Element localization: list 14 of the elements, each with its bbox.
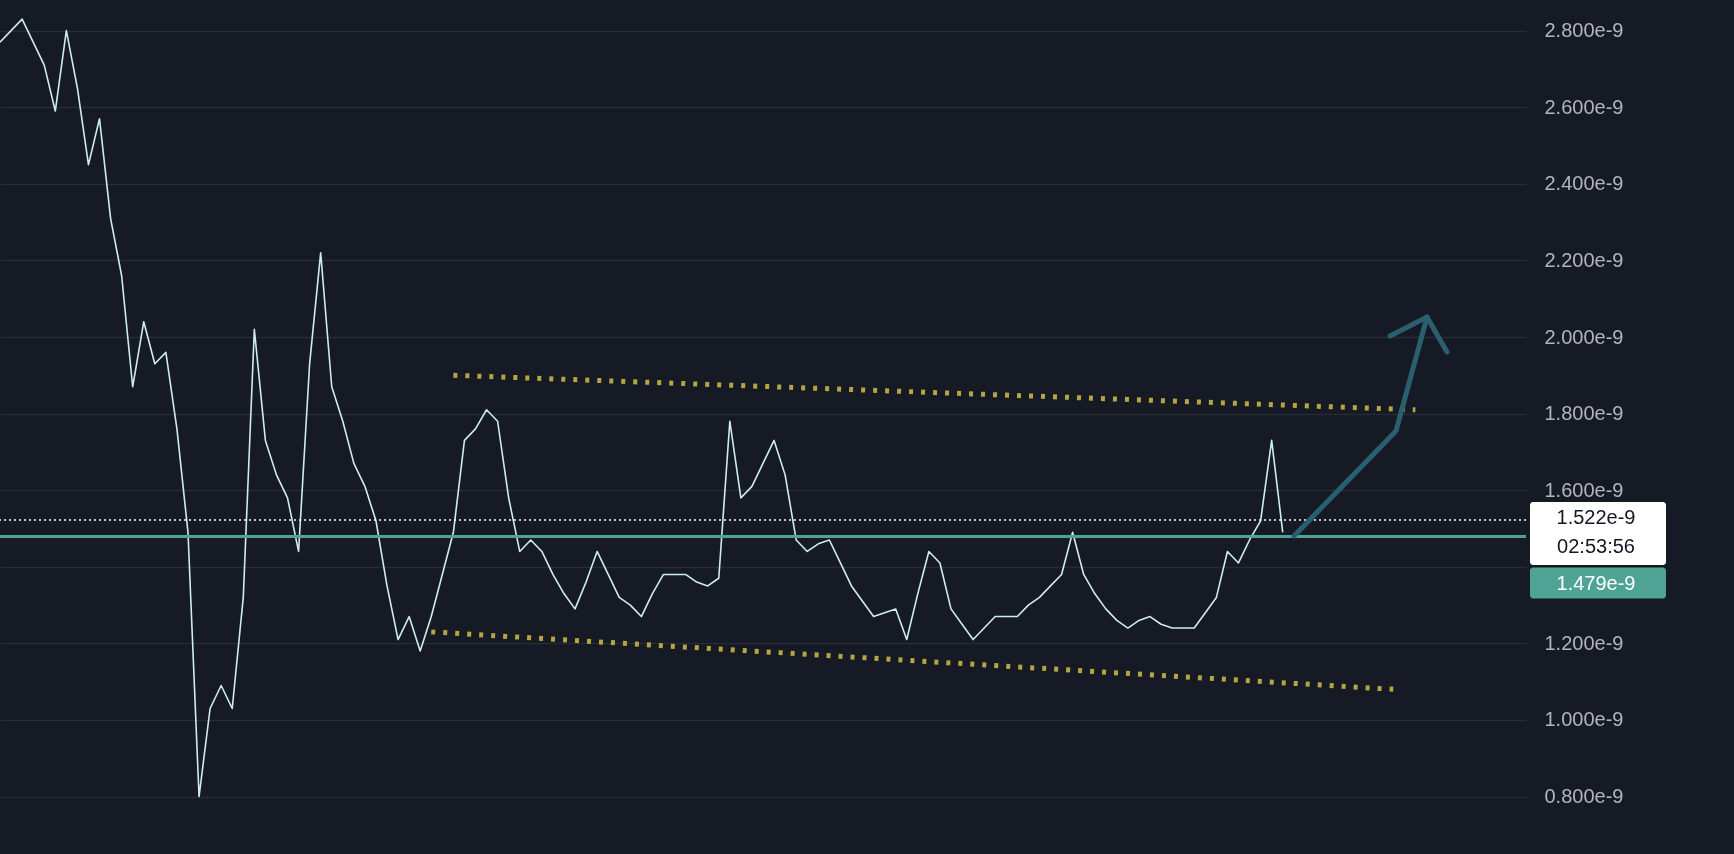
y-tick-label: 2.800e-9 xyxy=(1544,19,1624,42)
ref-line-label: 1.522e-9 xyxy=(1556,506,1636,529)
y-tick-label: 0.800e-9 xyxy=(1544,785,1624,808)
y-tick-label: 2.400e-9 xyxy=(1544,172,1624,195)
y-tick-label: 2.000e-9 xyxy=(1544,325,1624,348)
y-tick-label: 2.600e-9 xyxy=(1544,95,1624,118)
y-tick-label: 1.600e-9 xyxy=(1544,478,1624,501)
text: 02:53:56 xyxy=(1557,535,1635,558)
y-tick-label: 1.000e-9 xyxy=(1544,708,1624,731)
ref-line-label: 1.479e-9 xyxy=(1556,571,1636,594)
y-tick-label: 2.200e-9 xyxy=(1544,248,1624,271)
line-series xyxy=(0,18,1284,798)
y-tick-label: 1.800e-9 xyxy=(1544,402,1624,425)
y-tick-label: 1.200e-9 xyxy=(1544,631,1624,654)
